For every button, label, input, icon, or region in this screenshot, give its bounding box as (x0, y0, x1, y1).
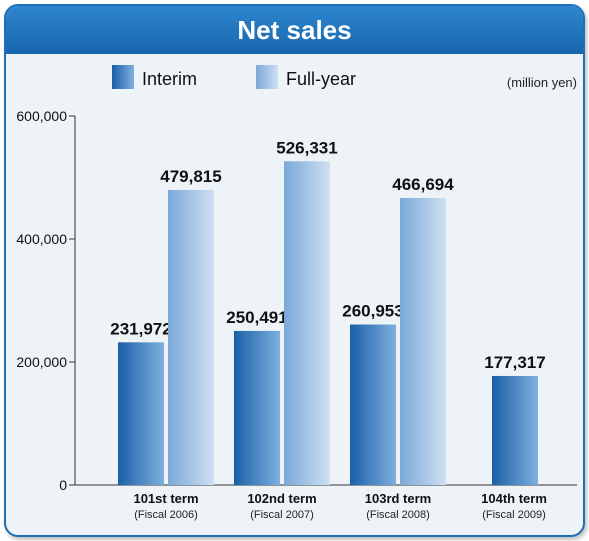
x-tick-sublabel: (Fiscal 2007) (250, 509, 314, 521)
legend-swatch-interim (112, 65, 134, 89)
bar-interim-4 (492, 375, 538, 485)
data-label-interim-4: 177,317 (484, 353, 545, 372)
y-tick-label: 400,000 (16, 231, 67, 247)
y-tick-label: 200,000 (16, 354, 67, 370)
bar-full-year-1 (168, 189, 214, 486)
bar-interim-1 (118, 342, 164, 485)
x-tick-sublabel: (Fiscal 2008) (366, 509, 430, 521)
legend-swatch-full-year (256, 65, 278, 89)
legend-label-full-year: Full-year (286, 69, 356, 89)
chart-title: Net sales (6, 6, 583, 54)
x-tick-label: 102nd term (247, 491, 316, 506)
data-label-interim-2: 250,491 (226, 308, 287, 327)
y-tick-label: 600,000 (16, 108, 67, 124)
bar-chart: Interim Full-year (million yen) 0 200,000 4… (16, 65, 577, 521)
x-tick-label: 103rd term (365, 491, 431, 506)
data-label-full-year-1: 479,815 (160, 167, 221, 186)
x-tick-label: 104th term (481, 491, 547, 506)
x-tick-sublabel: (Fiscal 2009) (482, 509, 546, 521)
data-label-interim-1: 231,972 (110, 319, 171, 338)
data-label-full-year-3: 466,694 (392, 175, 454, 194)
x-tick-sublabel: (Fiscal 2006) (134, 509, 198, 521)
data-label-full-year-2: 526,331 (276, 138, 337, 157)
chart-card: Net sales Interim Full-year (million yen)… (4, 4, 585, 537)
bar-interim-3 (350, 324, 396, 485)
y-tick-label: 0 (59, 477, 67, 493)
bar-full-year-2 (284, 161, 330, 485)
unit-label: (million yen) (507, 75, 577, 90)
legend-label-interim: Interim (142, 69, 197, 89)
data-label-interim-3: 260,953 (342, 302, 403, 321)
bar-full-year-3 (400, 197, 446, 485)
x-tick-label: 101st term (133, 491, 198, 506)
bar-interim-2 (234, 330, 280, 485)
